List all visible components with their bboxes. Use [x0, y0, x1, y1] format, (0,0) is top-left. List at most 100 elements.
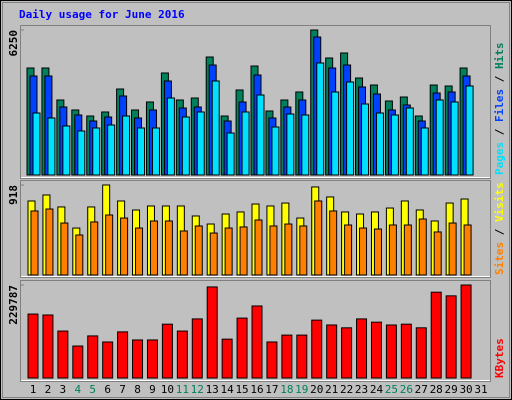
bar: [179, 230, 188, 276]
bar: [420, 127, 429, 176]
x-tick-label: 20: [310, 383, 323, 396]
x-tick-label: 30: [459, 383, 472, 396]
bar: [241, 111, 250, 176]
x-tick-label: 31: [474, 383, 487, 396]
legend-entry: Visits: [493, 182, 506, 222]
bar: [415, 327, 427, 379]
chart-title: Daily usage for June 2016: [19, 8, 185, 21]
bar: [92, 127, 101, 176]
legend-entry: Pages: [493, 142, 506, 175]
x-tick-label: 7: [119, 383, 126, 396]
bar: [370, 321, 382, 379]
bar: [301, 114, 310, 176]
x-tick-label: 17: [265, 383, 278, 396]
bar: [281, 334, 293, 379]
bar: [445, 295, 457, 379]
bar: [388, 224, 397, 276]
y-tick-label: 6250: [7, 30, 20, 57]
bar: [146, 339, 158, 379]
x-tick-label: 5: [89, 383, 96, 396]
bar: [418, 218, 427, 276]
bar: [77, 130, 86, 176]
bar: [166, 97, 175, 176]
legend-entry: Hits: [493, 43, 506, 70]
x-tick-label: 22: [340, 383, 353, 396]
bar: [149, 220, 158, 276]
bar: [90, 221, 99, 276]
bar: [164, 220, 173, 276]
bar: [135, 227, 144, 276]
bar: [448, 222, 457, 276]
y-tick-label: 918: [7, 185, 20, 205]
bar: [194, 225, 203, 276]
x-tick-label: 24: [370, 383, 384, 396]
bar: [47, 117, 56, 176]
x-tick-label: 15: [235, 383, 248, 396]
legend-separator: /: [493, 69, 506, 89]
bar: [329, 210, 338, 276]
bar: [269, 225, 278, 276]
bar: [450, 101, 459, 176]
x-tick-label: 4: [74, 383, 81, 396]
x-tick-label: 26: [400, 383, 413, 396]
bar: [296, 334, 308, 379]
bar: [284, 223, 293, 276]
x-tick-label: 3: [60, 383, 67, 396]
legend-separator: /: [493, 222, 506, 242]
bar: [151, 127, 160, 176]
x-tick-label: 10: [161, 383, 174, 396]
bar: [361, 103, 370, 176]
bar: [314, 200, 323, 276]
bar: [435, 99, 444, 176]
bar: [191, 318, 203, 379]
x-tick-label: 13: [206, 383, 219, 396]
bar: [57, 330, 69, 379]
x-tick-label: 23: [355, 383, 368, 396]
x-tick-label: 19: [295, 383, 308, 396]
bar: [226, 132, 235, 176]
x-tick-label: 27: [415, 383, 428, 396]
x-tick-label: 16: [250, 383, 263, 396]
bar: [373, 228, 382, 276]
bar: [271, 126, 280, 176]
bar: [341, 327, 353, 379]
x-tick-label: 11: [176, 383, 189, 396]
bar: [176, 330, 188, 379]
bar: [403, 224, 412, 276]
bar: [107, 124, 116, 176]
bar: [346, 81, 355, 176]
x-tick-label: 6: [104, 383, 111, 396]
bar: [181, 116, 190, 176]
bar: [30, 210, 39, 276]
bar: [356, 318, 368, 379]
bar: [316, 62, 325, 176]
bar: [45, 208, 54, 276]
bar: [430, 291, 442, 379]
bar: [224, 227, 233, 276]
bar: [60, 222, 69, 276]
bar: [87, 335, 99, 379]
bar: [122, 115, 131, 176]
x-tick-label: 14: [221, 383, 235, 396]
bar: [32, 112, 41, 176]
x-tick-label: 8: [134, 383, 141, 396]
x-tick-label: 21: [325, 383, 338, 396]
bar: [236, 317, 248, 379]
legend-entry: Files: [493, 89, 506, 122]
legend: Pages / Files / Hits: [493, 43, 506, 176]
x-tick-label: 25: [385, 383, 398, 396]
bar: [105, 214, 114, 276]
x-tick-label: 1: [30, 383, 37, 396]
bar: [331, 91, 340, 176]
bar: [161, 323, 173, 379]
legend: Sites / Visits: [493, 182, 506, 275]
bar: [102, 341, 114, 379]
bar: [400, 323, 412, 379]
legend-entry: KBytes: [493, 338, 506, 378]
bar: [62, 125, 71, 176]
bar: [117, 331, 129, 379]
bar: [326, 324, 338, 379]
bar: [254, 219, 263, 276]
bar: [266, 341, 278, 379]
